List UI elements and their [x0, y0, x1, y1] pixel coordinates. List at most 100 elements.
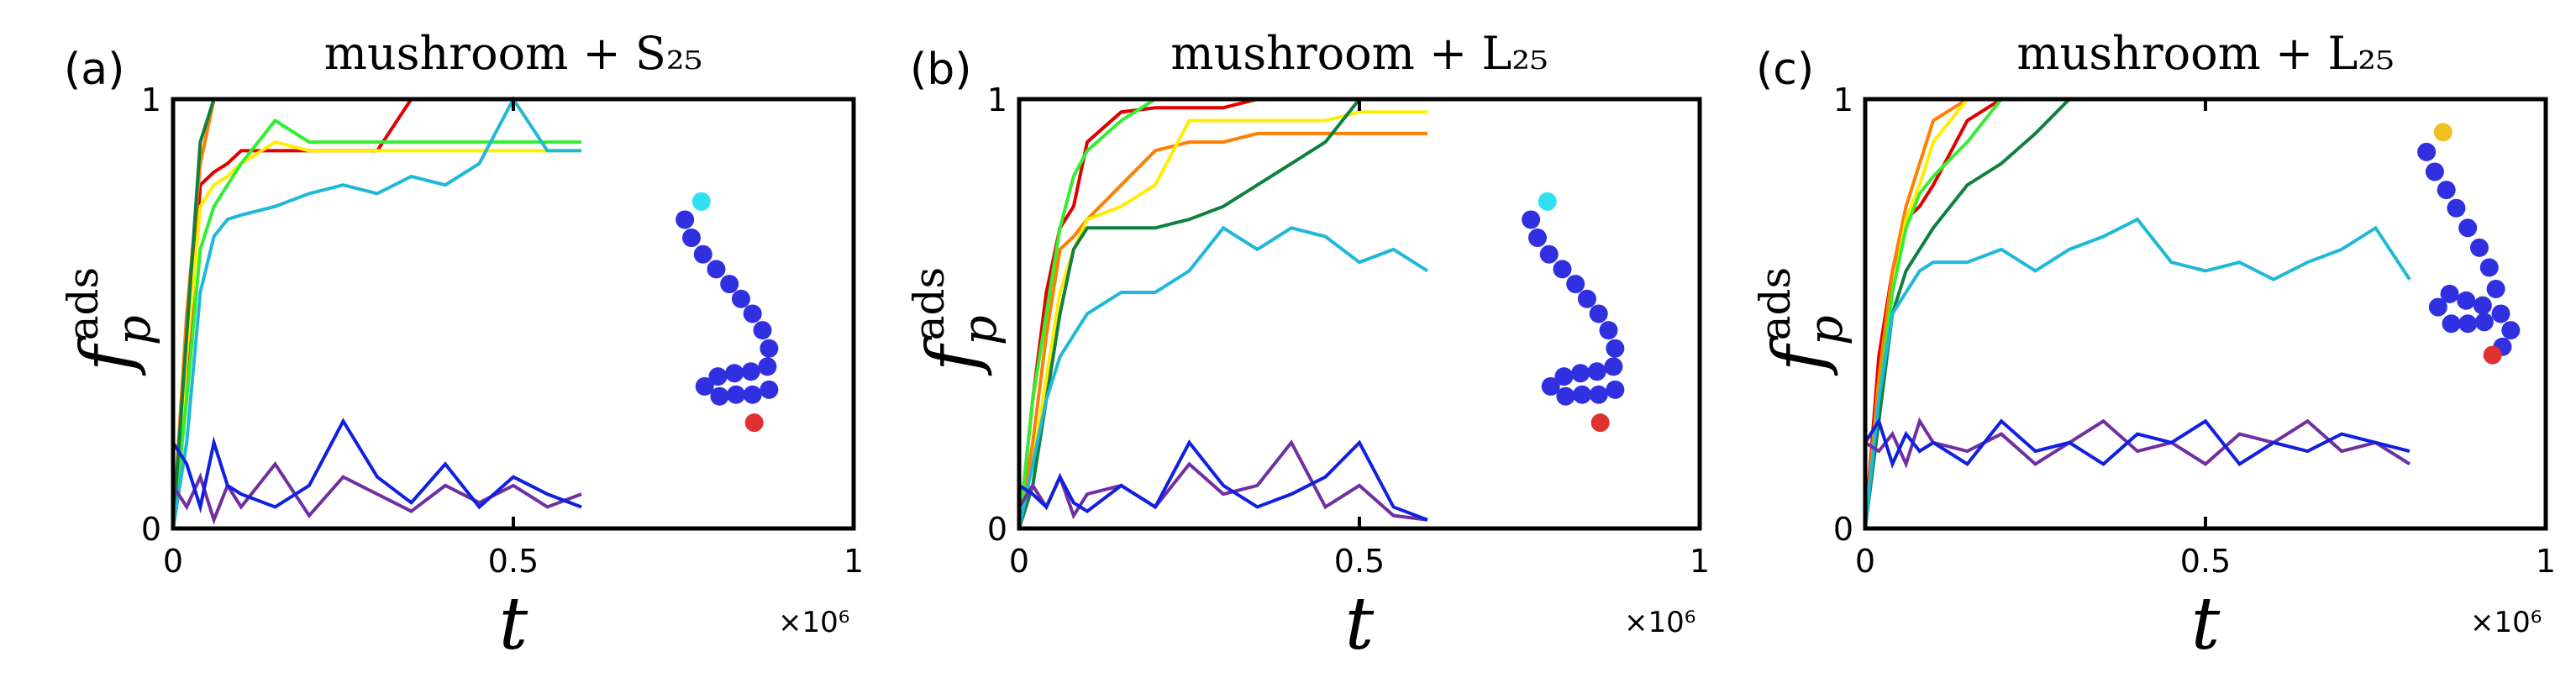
bead [707, 260, 726, 279]
bead [760, 380, 779, 399]
bead [760, 339, 779, 358]
series-line [173, 97, 581, 529]
series-line [1019, 110, 1427, 529]
bead [744, 413, 764, 433]
series-line [173, 118, 581, 529]
bead [2437, 181, 2456, 200]
x-multiplier: ×10⁶ [2470, 606, 2542, 639]
x-tick-label: 1 [2536, 543, 2556, 580]
panel: (c) mushroom + L₂₅ 0 0.5 1 0 1 t ×10⁶ fpads [1751, 27, 2556, 666]
bead [2457, 291, 2476, 310]
series-line [1865, 97, 2410, 529]
bead [710, 386, 729, 406]
bead [1553, 260, 1572, 279]
bead [708, 367, 728, 386]
y-tick-label: 0 [1833, 511, 1853, 548]
series-line [1019, 131, 1427, 529]
series-line [1019, 225, 1429, 529]
bead [1589, 304, 1608, 323]
y-tick-label: 0 [141, 511, 161, 548]
bead [1571, 364, 1590, 383]
bead [1539, 244, 1559, 264]
chart-title: mushroom + L₂₅ [2016, 27, 2394, 80]
bead [2473, 296, 2492, 315]
bead [2440, 284, 2459, 303]
y-tick-label: 0 [987, 511, 1007, 548]
bead [1554, 367, 1574, 386]
chart-title: mushroom + L₂₅ [1170, 27, 1548, 80]
y-tick-label: 1 [141, 81, 161, 118]
bead [2428, 297, 2447, 317]
series-line [173, 97, 581, 529]
x-label: t [1345, 582, 1375, 666]
bead [2447, 198, 2466, 218]
y-label: fpads [905, 267, 1007, 376]
panel-label: (c) [1756, 45, 1814, 95]
bead [693, 244, 712, 264]
bead [2491, 304, 2510, 323]
bead [1587, 362, 1606, 381]
x-label: t [2191, 582, 2221, 666]
y-label: fpads [1751, 267, 1853, 376]
bead [2458, 218, 2478, 238]
x-multiplier: ×10⁶ [1624, 606, 1695, 639]
series-line [1019, 439, 1428, 522]
bead [1522, 210, 1541, 229]
series-line [1865, 417, 2410, 469]
bead [695, 376, 714, 396]
y-tick-label: 1 [1833, 81, 1853, 118]
bead [2486, 279, 2505, 298]
panel-label: (a) [64, 45, 124, 95]
bead [2469, 238, 2489, 257]
bead [720, 275, 739, 294]
bead [2442, 314, 2461, 334]
bead [2425, 162, 2444, 181]
bead [1577, 289, 1596, 308]
bead [731, 289, 750, 308]
y-tick-label: 1 [987, 81, 1007, 118]
series-line [1019, 97, 1427, 529]
y-label-sup: ads [905, 267, 954, 340]
bead [1538, 192, 1557, 211]
x-tick-label: 0 [163, 543, 183, 580]
bead [743, 304, 762, 323]
x-tick-label: 0.5 [488, 543, 539, 580]
bead [691, 192, 711, 211]
bead [1606, 339, 1625, 358]
panel: (a) mushroom + S₂₅ 0 0.5 1 0 1 t ×10⁶ fpads [59, 27, 864, 666]
x-tick-label: 0 [1855, 543, 1875, 580]
chart-title: mushroom + S₂₅ [324, 27, 702, 80]
x-tick-label: 0.5 [2180, 543, 2231, 580]
panel: (b) mushroom + L₂₅ 0 0.5 1 0 1 t ×10⁶ fpads [905, 27, 1710, 666]
bead [2483, 345, 2502, 365]
x-multiplier: ×10⁶ [778, 606, 849, 639]
bead [2458, 314, 2478, 334]
bead [1541, 376, 1560, 396]
bead [676, 210, 695, 229]
y-label-sub: p [1799, 315, 1853, 345]
y-label-sup: ads [1751, 267, 1800, 340]
bead [682, 229, 702, 248]
panel-label: (b) [910, 45, 972, 95]
bead [743, 385, 762, 404]
bead [1589, 385, 1608, 404]
bead [2474, 313, 2494, 332]
series-line [1019, 97, 1427, 529]
x-tick-label: 0 [1009, 543, 1029, 580]
series-line [1865, 417, 2411, 469]
bead [1566, 275, 1585, 294]
bead [1556, 386, 1575, 406]
y-label-sub: p [107, 315, 161, 345]
bead [1573, 385, 1592, 404]
bead [1590, 413, 1610, 433]
bead [2433, 123, 2452, 142]
bead [725, 364, 744, 383]
bead [727, 385, 746, 404]
series-line [173, 139, 581, 529]
bead [1599, 321, 1618, 340]
y-label: fpads [59, 267, 161, 376]
bead [1528, 229, 1548, 248]
bead [2417, 142, 2437, 161]
